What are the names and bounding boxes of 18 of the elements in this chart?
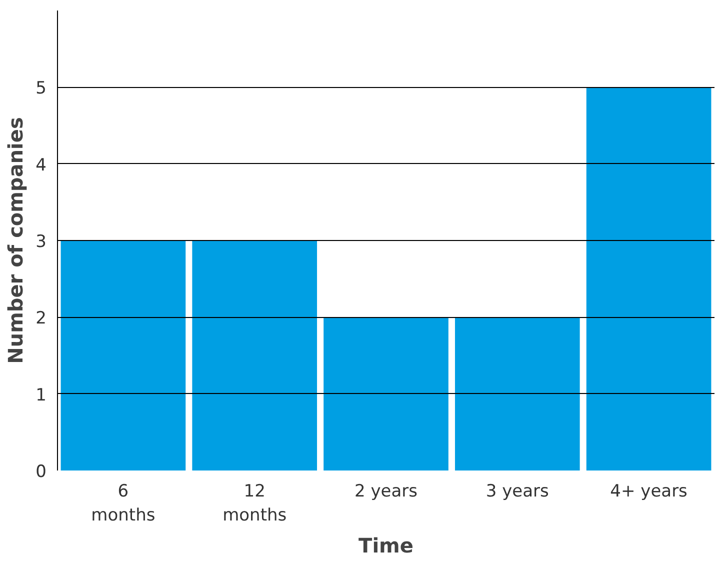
bar [454,317,580,470]
x-tick-label: 4+ years [610,482,688,502]
bar [586,87,712,470]
y-tick-label: 1 [36,385,47,406]
y-tick-label: 2 [36,308,47,329]
y-tick-label: 0 [36,462,47,482]
x-tick-label: 3 years [486,482,550,502]
x-tick-label: 6 months [91,482,156,526]
y-tick-label: 5 [36,78,47,99]
y-axis-title: Number of companies [4,117,28,364]
x-tick-label: 12 months [222,482,287,526]
x-axis-title: Time [358,534,414,558]
y-tick-label: 4 [36,155,47,176]
bar [60,240,186,470]
bar [324,317,448,470]
bar [192,240,318,470]
x-tick-label: 2 years [354,482,418,502]
y-tick-label: 3 [36,232,47,252]
